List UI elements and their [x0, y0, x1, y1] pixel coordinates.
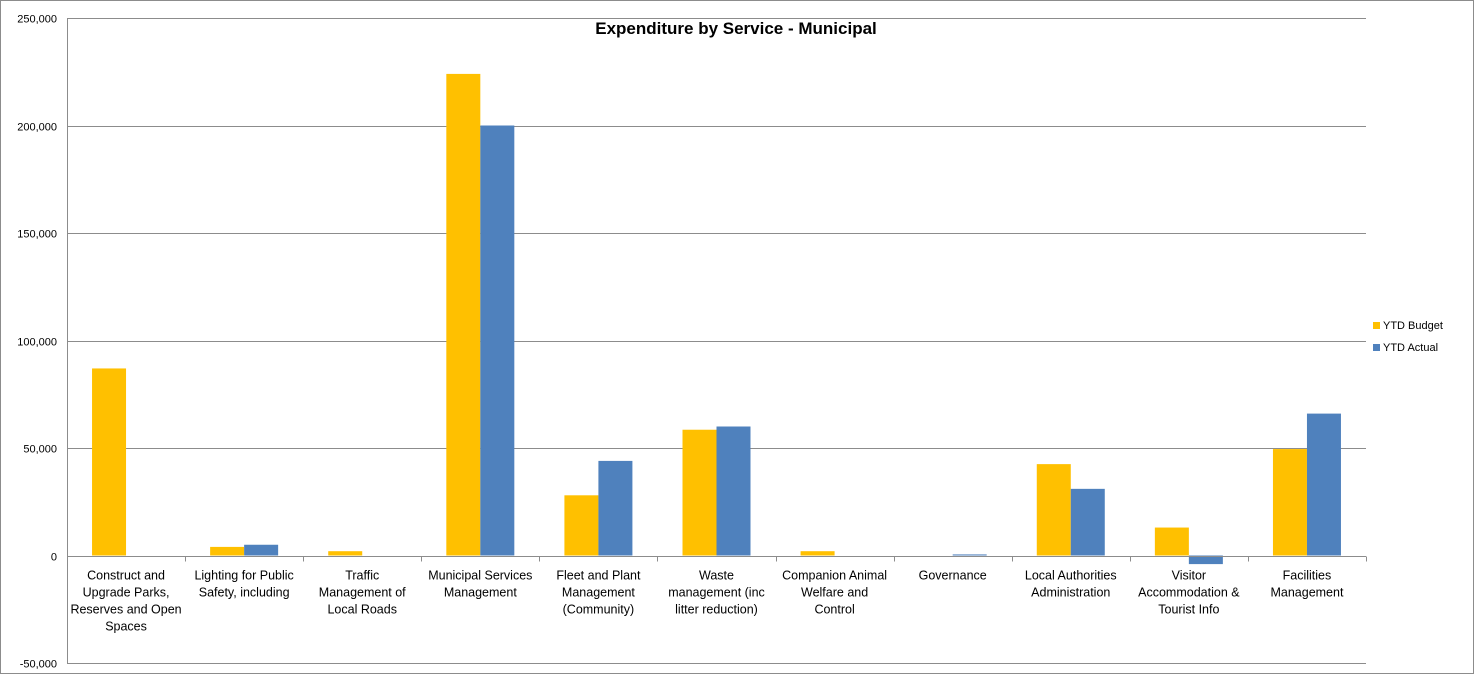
- legend: YTD Budget YTD Actual: [1373, 320, 1443, 354]
- x-category-label: Control: [814, 603, 854, 617]
- x-category-label: Management of: [319, 586, 406, 600]
- y-tick-label: 250,000: [17, 14, 57, 26]
- y-tick-label: 150,000: [17, 229, 57, 241]
- x-category-label: (Community): [563, 603, 635, 617]
- bar-ytd-budget: [800, 551, 835, 556]
- x-category-label: Municipal Services: [428, 569, 532, 583]
- bar-ytd-budget: [1154, 527, 1189, 556]
- x-category-label: Spaces: [105, 620, 147, 634]
- bar-ytd-budget: [682, 429, 717, 556]
- x-category-label: Accommodation &: [1138, 586, 1240, 600]
- bar-ytd-actual: [1306, 413, 1341, 556]
- x-category-label: Reserves and Open: [70, 603, 181, 617]
- x-category-label: Lighting for Public: [194, 569, 293, 583]
- legend-swatch: [1373, 344, 1380, 351]
- bar-ytd-actual: [480, 125, 515, 556]
- bar-ytd-budget: [210, 546, 245, 556]
- x-category-label: Tourist Info: [1158, 603, 1219, 617]
- bar-ytd-budget: [446, 73, 481, 556]
- x-category-label: Upgrade Parks,: [83, 586, 170, 600]
- x-category-label: Management: [444, 586, 517, 600]
- x-category-label: Visitor: [1172, 569, 1207, 583]
- legend-label: YTD Actual: [1383, 342, 1438, 354]
- bar-ytd-actual: [598, 460, 633, 556]
- bar-ytd-budget: [1036, 464, 1071, 556]
- bar-ytd-budget: [328, 551, 363, 556]
- bar-ytd-actual: [952, 554, 987, 556]
- bar-ytd-budget: [564, 495, 599, 556]
- x-category-label: Traffic: [345, 569, 379, 583]
- chart-title: Expenditure by Service - Municipal: [595, 19, 877, 38]
- y-tick-label: 200,000: [17, 122, 57, 134]
- y-tick-label: -50,000: [20, 659, 57, 671]
- x-category-label: Facilities: [1283, 569, 1332, 583]
- x-category-label: Welfare and: [801, 586, 868, 600]
- x-category-label: Construct and: [87, 569, 165, 583]
- x-category-label: Management: [562, 586, 635, 600]
- x-category-label: litter reduction): [675, 603, 758, 617]
- bar-ytd-actual: [1070, 488, 1105, 556]
- bar-ytd-actual: [716, 426, 751, 556]
- legend-label: YTD Budget: [1383, 320, 1443, 332]
- x-category-label: management (inc: [668, 586, 765, 600]
- bar-ytd-actual: [244, 544, 279, 556]
- bar-ytd-actual: [1188, 555, 1223, 565]
- x-category-label: Companion Animal: [782, 569, 887, 583]
- bar-ytd-budget: [1272, 449, 1307, 556]
- x-axis: [67, 556, 1367, 562]
- x-category-label: Management: [1270, 586, 1343, 600]
- bars: [92, 73, 1341, 565]
- bar-ytd-budget: [92, 368, 127, 556]
- y-tick-label: 50,000: [23, 444, 57, 456]
- legend-swatch: [1373, 322, 1380, 329]
- x-category-label: Fleet and Plant: [556, 569, 641, 583]
- x-category-label: Waste: [699, 569, 734, 583]
- x-axis-category-labels: Construct and Upgrade Parks, Reserves and …: [70, 569, 1344, 634]
- x-category-label: Safety, including: [199, 586, 290, 600]
- y-axis-tick-labels: -50,000 0 50,000 100,000 150,000 200,000 250,0…: [17, 14, 57, 671]
- x-category-label: Administration: [1031, 586, 1110, 600]
- y-tick-label: 100,000: [17, 337, 57, 349]
- x-category-label: Local Authorities: [1025, 569, 1117, 583]
- x-category-label: Governance: [919, 569, 987, 583]
- y-tick-label: 0: [51, 552, 57, 564]
- x-category-label: Local Roads: [327, 603, 397, 617]
